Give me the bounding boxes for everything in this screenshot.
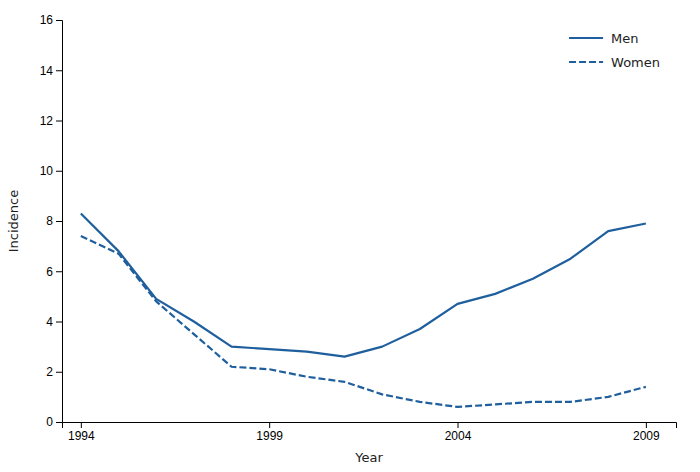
y-tick-label: 0 [46, 415, 53, 429]
y-tick-mark [56, 171, 62, 172]
lines [81, 213, 646, 406]
y-axis: 0 2 4 6 8 10 12 14 16 [40, 13, 63, 429]
legend-item: Men [569, 31, 638, 46]
chart: 1994 1999 2004 2009 0 2 4 6 8 10 12 14 16 Year Inciden… [0, 0, 700, 472]
y-tick: 14 [40, 64, 62, 78]
x-tick-label: 1994 [68, 429, 95, 443]
y-tick: 16 [40, 13, 62, 27]
x-axis-line [63, 423, 677, 429]
y-tick-mark [56, 422, 62, 423]
legend-swatch [569, 37, 603, 39]
y-tick: 2 [46, 365, 62, 379]
y-tick: 6 [46, 265, 62, 279]
x-tick-label: 2004 [445, 429, 472, 443]
y-tick-label: 14 [40, 64, 54, 78]
y-tick: 0 [46, 415, 62, 429]
y-axis-line [56, 21, 63, 423]
x-tick-mark [646, 422, 647, 428]
x-axis: 1994 1999 2004 2009 [63, 422, 677, 443]
x-axis-title: Year [354, 450, 383, 465]
x-tick: 2004 [445, 422, 472, 443]
y-tick-mark [56, 221, 62, 222]
plot: 1994 1999 2004 2009 0 2 4 6 8 10 12 14 16 Year Inciden… [6, 13, 677, 465]
y-tick-mark [56, 271, 62, 272]
y-tick-label: 6 [46, 265, 53, 279]
y-tick: 8 [46, 214, 62, 228]
legend-label: Men [611, 31, 638, 46]
legend-label: Women [611, 55, 660, 70]
y-tick-mark [56, 121, 62, 122]
legend: Men Women [569, 31, 660, 70]
y-tick-label: 4 [46, 315, 53, 329]
y-tick-label: 8 [46, 214, 53, 228]
y-tick-mark [56, 372, 62, 373]
y-tick-mark [56, 70, 62, 71]
y-tick: 10 [40, 164, 62, 178]
y-tick-mark [56, 20, 62, 21]
series-line [81, 213, 646, 356]
x-tick-label: 2009 [633, 429, 660, 443]
x-tick: 1994 [68, 422, 95, 443]
x-tick-label: 1999 [256, 429, 283, 443]
legend-swatch [569, 61, 603, 63]
y-axis-title: Incidence [6, 190, 21, 252]
y-tick-label: 2 [46, 365, 53, 379]
y-tick: 12 [40, 114, 62, 128]
y-tick-label: 12 [40, 114, 54, 128]
x-tick: 1999 [256, 422, 283, 443]
series-line [81, 236, 646, 407]
legend-item: Women [569, 55, 660, 70]
y-tick-mark [56, 322, 62, 323]
x-tick-mark [458, 422, 459, 428]
x-tick-mark [269, 422, 270, 428]
y-tick-label: 10 [40, 164, 54, 178]
x-tick-mark [81, 422, 82, 428]
y-tick-label: 16 [40, 13, 54, 27]
y-tick: 4 [46, 315, 62, 329]
x-tick: 2009 [633, 422, 660, 443]
